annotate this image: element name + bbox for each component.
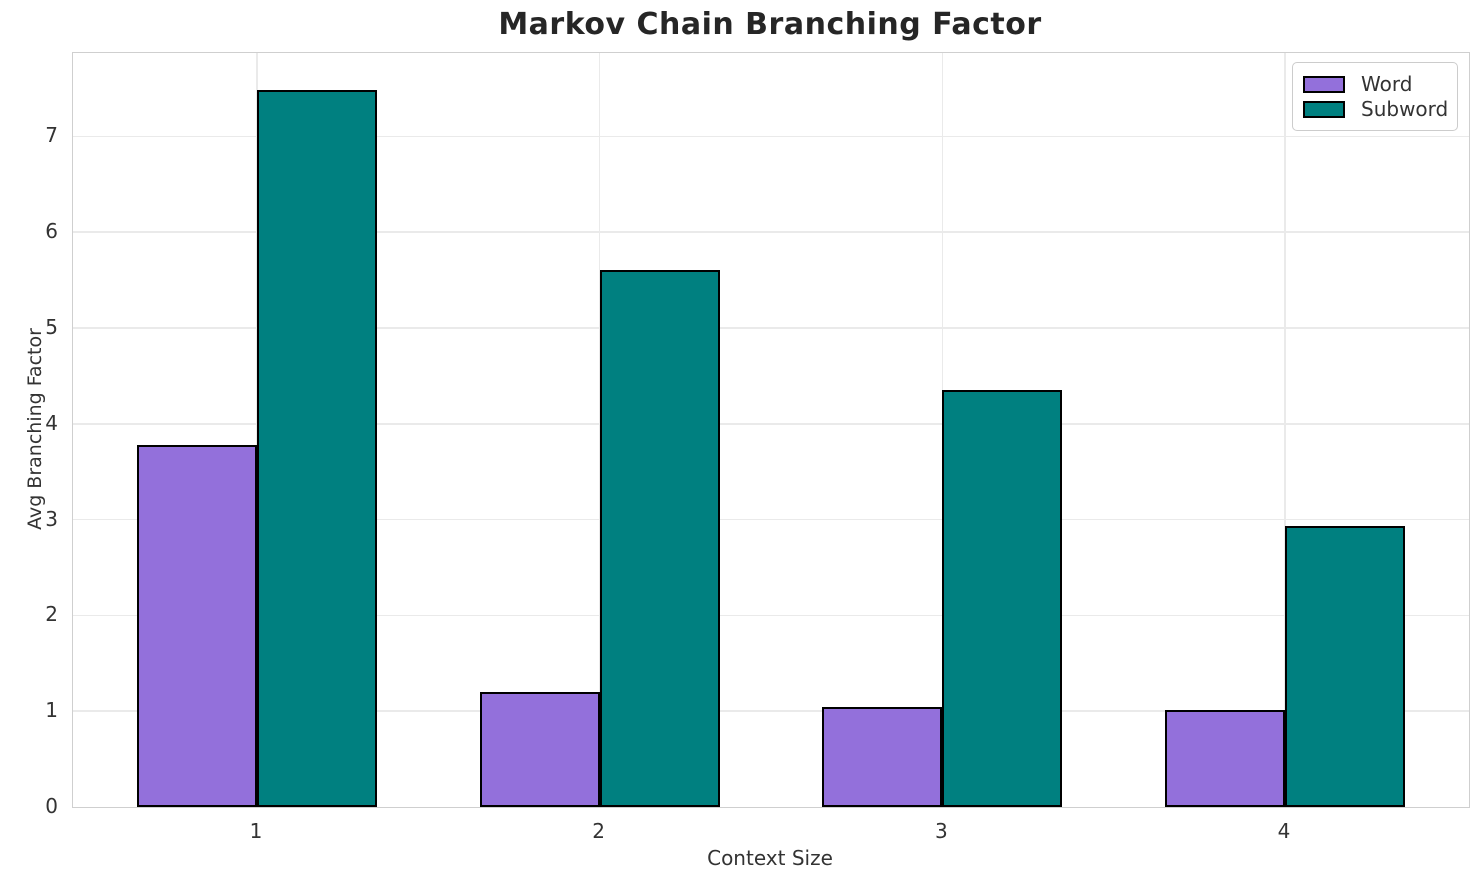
x-tick-3: 3 [934, 819, 948, 843]
x-tick-2: 2 [592, 819, 606, 843]
y-tick-6: 6 [45, 219, 58, 244]
gridline-y-1 [73, 710, 1469, 712]
gridline-y-2 [73, 614, 1469, 617]
plot-area [72, 52, 1470, 808]
bar-subword-1 [257, 90, 377, 807]
bar-word-2 [479, 692, 600, 807]
gridline-x-4 [1284, 53, 1286, 807]
word-color-swatch [1303, 75, 1345, 93]
bar-word-1 [137, 444, 257, 807]
y-tick-7: 7 [45, 123, 58, 148]
bar-word-3 [822, 707, 943, 807]
gridline-y-6 [73, 231, 1469, 233]
y-tick-4: 4 [45, 410, 58, 435]
x-axis-label: Context Size [707, 846, 833, 870]
bar-subword-3 [942, 390, 1063, 807]
subword-color-swatch [1303, 100, 1345, 118]
legend: Word Subword [1292, 62, 1458, 131]
y-tick-3: 3 [45, 506, 58, 531]
legend-label-word: Word [1361, 72, 1413, 96]
x-tick-1: 1 [249, 819, 263, 843]
legend-label-subword: Subword [1361, 97, 1449, 121]
gridline-y-4 [73, 423, 1469, 425]
bar-word-4 [1165, 710, 1285, 807]
y-tick-1: 1 [45, 698, 58, 723]
gridline-y-7 [73, 135, 1469, 138]
chart-title: Markov Chain Branching Factor [498, 7, 1042, 42]
legend-item-subword: Subword [1303, 97, 1449, 121]
legend-item-word: Word [1303, 72, 1447, 96]
y-axis-label: Avg Branching Factor [24, 328, 46, 530]
y-tick-2: 2 [45, 602, 58, 627]
gridline-y-3 [73, 518, 1469, 521]
y-tick-5: 5 [45, 314, 58, 339]
y-tick-0: 0 [45, 794, 58, 818]
x-tick-4: 4 [1277, 819, 1291, 843]
bar-subword-2 [599, 270, 720, 807]
bar-subword-4 [1285, 526, 1405, 807]
gridline-y-5 [73, 327, 1469, 329]
